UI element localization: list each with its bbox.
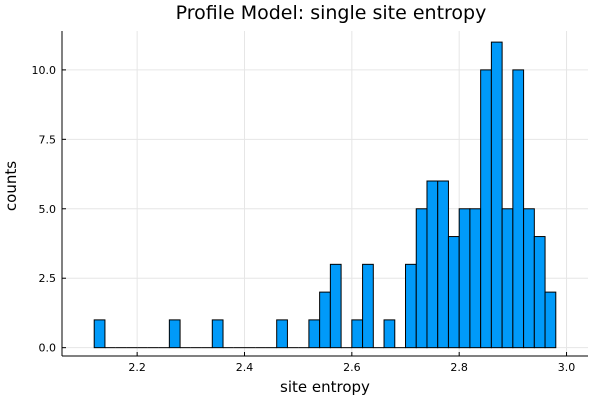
- histogram-bar: [501, 208, 514, 349]
- bars: [93, 41, 557, 349]
- histogram-bar: [480, 69, 492, 349]
- x-tick-labels: 2.2 2.4 2.6 2.8 3.0: [128, 352, 575, 374]
- histogram-bar: [544, 291, 557, 349]
- chart-title: Profile Model: single site entropy: [176, 2, 487, 24]
- histogram-bar: [362, 263, 374, 349]
- histogram-bar: [415, 208, 428, 349]
- histogram-bar: [383, 319, 396, 349]
- x-tick-label: 2.6: [343, 361, 361, 374]
- y-axis-label: counts: [2, 161, 20, 211]
- x-tick-label: 2.8: [450, 361, 468, 374]
- histogram-bar: [490, 41, 503, 349]
- y-tick-label: 5.0: [39, 203, 57, 216]
- y-tick-label: 10.0: [32, 64, 57, 77]
- histogram-bar: [447, 236, 460, 349]
- axes: [61, 31, 588, 357]
- x-tick-label: 2.4: [236, 361, 254, 374]
- histogram-bar: [437, 180, 449, 349]
- histogram-bar: [351, 319, 364, 349]
- histogram-bar: [276, 319, 288, 349]
- histogram-bar: [469, 208, 482, 349]
- histogram-bar: [512, 69, 525, 349]
- y-tick-label: 0.0: [39, 342, 57, 355]
- histogram-bar: [458, 208, 471, 349]
- histogram-bar: [308, 319, 321, 349]
- histogram-bar: [523, 208, 535, 349]
- x-axis-label: site entropy: [280, 378, 370, 396]
- histogram-bar: [405, 263, 417, 349]
- histogram-bar: [319, 291, 331, 349]
- histogram-bar: [168, 319, 181, 349]
- histogram-bar: [211, 319, 224, 349]
- histogram-bar: [533, 236, 546, 349]
- histogram-bar: [426, 180, 439, 349]
- y-tick-label: 2.5: [39, 272, 57, 285]
- y-tick-label: 7.5: [39, 133, 57, 146]
- histogram-bar: [329, 263, 342, 349]
- x-tick-label: 2.2: [128, 361, 146, 374]
- y-tick-labels: 0.0 2.5 5.0 7.5 10.0: [32, 64, 66, 355]
- x-tick-label: 3.0: [558, 361, 576, 374]
- histogram-bar: [93, 319, 106, 349]
